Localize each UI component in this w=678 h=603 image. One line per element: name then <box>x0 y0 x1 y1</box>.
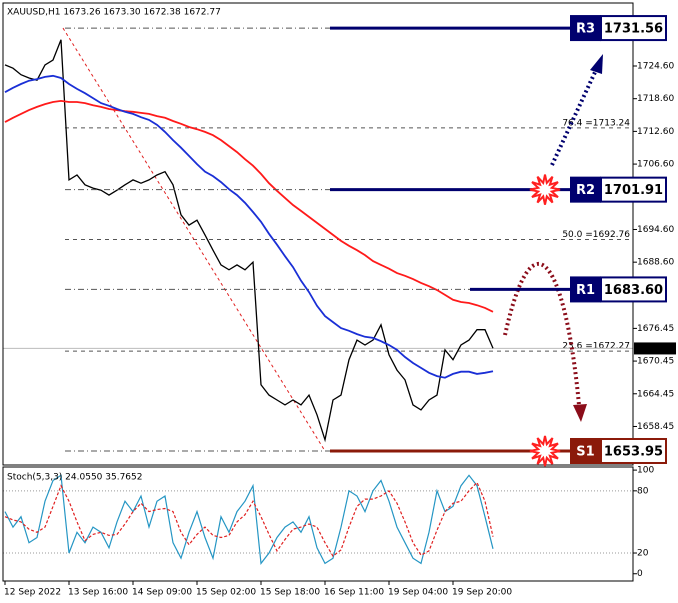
y-tick-label: 1718.60 <box>637 94 674 104</box>
y-tick-label: 100 <box>637 466 654 476</box>
fib-label: 50.0 =1692.76 <box>562 230 630 240</box>
main-panel-border <box>2 2 634 466</box>
fib-trend <box>62 27 326 452</box>
line-series <box>4 39 494 443</box>
y-tick-label: 1706.60 <box>637 160 674 170</box>
fib-label: 23.6 =1672.27 <box>562 342 630 352</box>
x-tick-label: 16 Sep 11:00 <box>324 588 384 598</box>
level-name: R2 <box>576 183 595 198</box>
y-tick-label: 1664.45 <box>637 389 674 399</box>
y-tick-label: 1688.60 <box>637 258 674 268</box>
chart-title: XAUUSD,H1 1673.26 1673.30 1672.38 1672.7… <box>7 8 221 18</box>
arrow-curve <box>503 261 581 406</box>
x-tick-label: 12 Sep 2022 <box>4 588 61 598</box>
level-name-box <box>570 176 601 203</box>
y-tick-label: 0 <box>637 569 643 579</box>
level-value-box <box>600 276 667 303</box>
level-name: S1 <box>576 444 594 459</box>
level-value-box <box>600 437 667 464</box>
arrow-head <box>573 404 587 422</box>
level-value: 1683.60 <box>604 283 663 298</box>
fib-label: 76.4 =1713.24 <box>562 118 630 128</box>
level-name-box <box>570 276 601 303</box>
level-name: R3 <box>576 22 595 37</box>
level-value: 1731.56 <box>604 22 663 37</box>
x-tick-label: 13 Sep 16:00 <box>68 588 128 598</box>
plot-layer: 76.4 =1713.24 50.0 =1692.76 23.6 =1672.27 <box>3 27 633 565</box>
y-tick-label: 80 <box>637 486 649 496</box>
level-value-box <box>600 176 667 203</box>
line-series <box>4 481 494 557</box>
y-tick-label: 1694.60 <box>637 225 674 235</box>
y-tick-label: 1676.45 <box>637 324 674 334</box>
y-tick-label: 1658.45 <box>637 422 674 432</box>
burst <box>529 435 561 467</box>
oscillator-title: Stoch(5,3,3) 24.0550 35.7652 <box>7 473 142 483</box>
y-tick-label: 20 <box>637 549 649 559</box>
level-name-box <box>570 15 601 42</box>
last-price-label: 1672.77 <box>636 344 673 354</box>
line-series <box>4 74 494 379</box>
y-tick-label: 1724.60 <box>637 61 674 71</box>
burst <box>529 174 561 205</box>
x-tick-label: 15 Sep 18:00 <box>260 588 320 598</box>
line-series <box>4 99 494 313</box>
level-value-box <box>600 15 667 42</box>
x-tick-label: 14 Sep 09:00 <box>132 588 192 598</box>
x-tick-label: 19 Sep 20:00 <box>452 588 512 598</box>
level-name: R1 <box>576 283 595 298</box>
last-price-box <box>634 342 676 355</box>
x-tick-label: 19 Sep 04:00 <box>388 588 448 598</box>
level-value: 1653.95 <box>604 444 663 459</box>
y-tick-label: 1712.60 <box>637 127 674 137</box>
y-tick-label: 1670.45 <box>637 357 674 367</box>
oscillator-panel-border <box>2 466 634 582</box>
x-tick-label: 15 Sep 02:00 <box>196 588 256 598</box>
arrow-head <box>590 54 603 74</box>
level-value: 1701.91 <box>604 183 663 198</box>
level-name-box <box>570 437 601 464</box>
